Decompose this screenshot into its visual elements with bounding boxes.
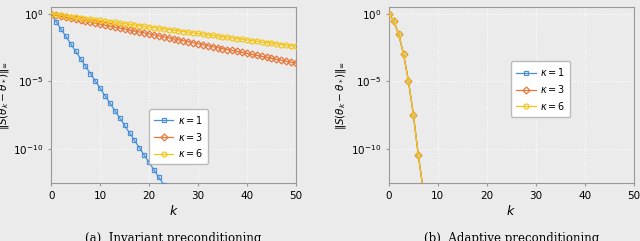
$\kappa = 3$	[400, 53, 408, 56]
$\kappa = 3$	[125, 29, 133, 32]
Y-axis label: $\|S(\theta_k - \theta_*)\|_\infty$: $\|S(\theta_k - \theta_*)\|_\infty$	[334, 61, 348, 130]
Text: (b)  Adaptive preconditioning: (b) Adaptive preconditioning	[424, 232, 599, 241]
$\kappa = 6$	[209, 34, 216, 37]
$\kappa = 3$	[419, 188, 427, 191]
$\kappa = 6$	[424, 188, 432, 191]
$\kappa = 6$	[434, 188, 442, 191]
$\kappa = 3$	[385, 13, 393, 16]
Text: (a)  Invariant preconditioning: (a) Invariant preconditioning	[85, 232, 262, 241]
$\kappa = 6$	[287, 44, 295, 47]
$\kappa = 6$	[385, 13, 393, 16]
$\kappa = 6$	[121, 22, 129, 25]
$\kappa = 1$	[419, 188, 427, 191]
Line: $\kappa = 6$: $\kappa = 6$	[387, 12, 445, 192]
X-axis label: $k$: $k$	[506, 204, 516, 218]
Line: $\kappa = 1$: $\kappa = 1$	[49, 12, 298, 241]
$\kappa = 3$	[404, 80, 412, 83]
$\kappa = 1$	[400, 53, 408, 56]
$\kappa = 1$	[410, 113, 417, 116]
$\kappa = 6$	[292, 45, 300, 48]
$\kappa = 3$	[287, 61, 295, 64]
$\kappa = 3$	[121, 28, 129, 31]
$\kappa = 3$	[47, 13, 55, 16]
$\kappa = 1$	[439, 188, 447, 191]
$\kappa = 3$	[292, 62, 300, 65]
Y-axis label: $\|S(\theta_k - \theta_*)\|_\infty$: $\|S(\theta_k - \theta_*)\|_\infty$	[0, 61, 11, 130]
$\kappa = 3$	[434, 188, 442, 191]
$\kappa = 1$	[101, 94, 109, 97]
$\kappa = 6$	[125, 23, 133, 26]
$\kappa = 1$	[125, 131, 133, 134]
$\kappa = 1$	[429, 188, 436, 191]
$\kappa = 1$	[390, 20, 397, 22]
$\kappa = 6$	[419, 188, 427, 191]
$\kappa = 1$	[434, 188, 442, 191]
Legend: $\kappa = 1$, $\kappa = 3$, $\kappa = 6$: $\kappa = 1$, $\kappa = 3$, $\kappa = 6$	[149, 109, 208, 164]
Legend: $\kappa = 1$, $\kappa = 3$, $\kappa = 6$: $\kappa = 1$, $\kappa = 3$, $\kappa = 6$	[511, 61, 570, 117]
Line: $\kappa = 3$: $\kappa = 3$	[387, 12, 445, 192]
$\kappa = 1$	[121, 124, 129, 127]
$\kappa = 6$	[404, 80, 412, 83]
$\kappa = 1$	[395, 33, 403, 36]
$\kappa = 3$	[101, 24, 109, 27]
$\kappa = 1$	[424, 188, 432, 191]
$\kappa = 1$	[415, 153, 422, 156]
$\kappa = 3$	[410, 113, 417, 116]
$\kappa = 3$	[223, 48, 231, 51]
$\kappa = 6$	[400, 53, 408, 56]
$\kappa = 6$	[101, 20, 109, 23]
$\kappa = 3$	[429, 188, 436, 191]
Line: $\kappa = 3$: $\kappa = 3$	[49, 12, 298, 66]
Line: $\kappa = 1$: $\kappa = 1$	[387, 12, 445, 192]
Line: $\kappa = 6$: $\kappa = 6$	[49, 12, 298, 49]
$\kappa = 6$	[395, 33, 403, 36]
$\kappa = 6$	[415, 153, 422, 156]
$\kappa = 3$	[424, 188, 432, 191]
$\kappa = 3$	[395, 33, 403, 36]
$\kappa = 6$	[223, 36, 231, 39]
$\kappa = 1$	[385, 13, 393, 16]
$\kappa = 3$	[209, 45, 216, 48]
$\kappa = 3$	[439, 188, 447, 191]
$\kappa = 3$	[415, 153, 422, 156]
$\kappa = 1$	[404, 80, 412, 83]
$\kappa = 1$	[47, 13, 55, 16]
$\kappa = 6$	[47, 13, 55, 15]
$\kappa = 6$	[390, 20, 397, 22]
$\kappa = 3$	[390, 20, 397, 22]
X-axis label: $k$: $k$	[169, 204, 179, 218]
$\kappa = 6$	[429, 188, 436, 191]
$\kappa = 6$	[439, 188, 447, 191]
$\kappa = 6$	[410, 113, 417, 116]
